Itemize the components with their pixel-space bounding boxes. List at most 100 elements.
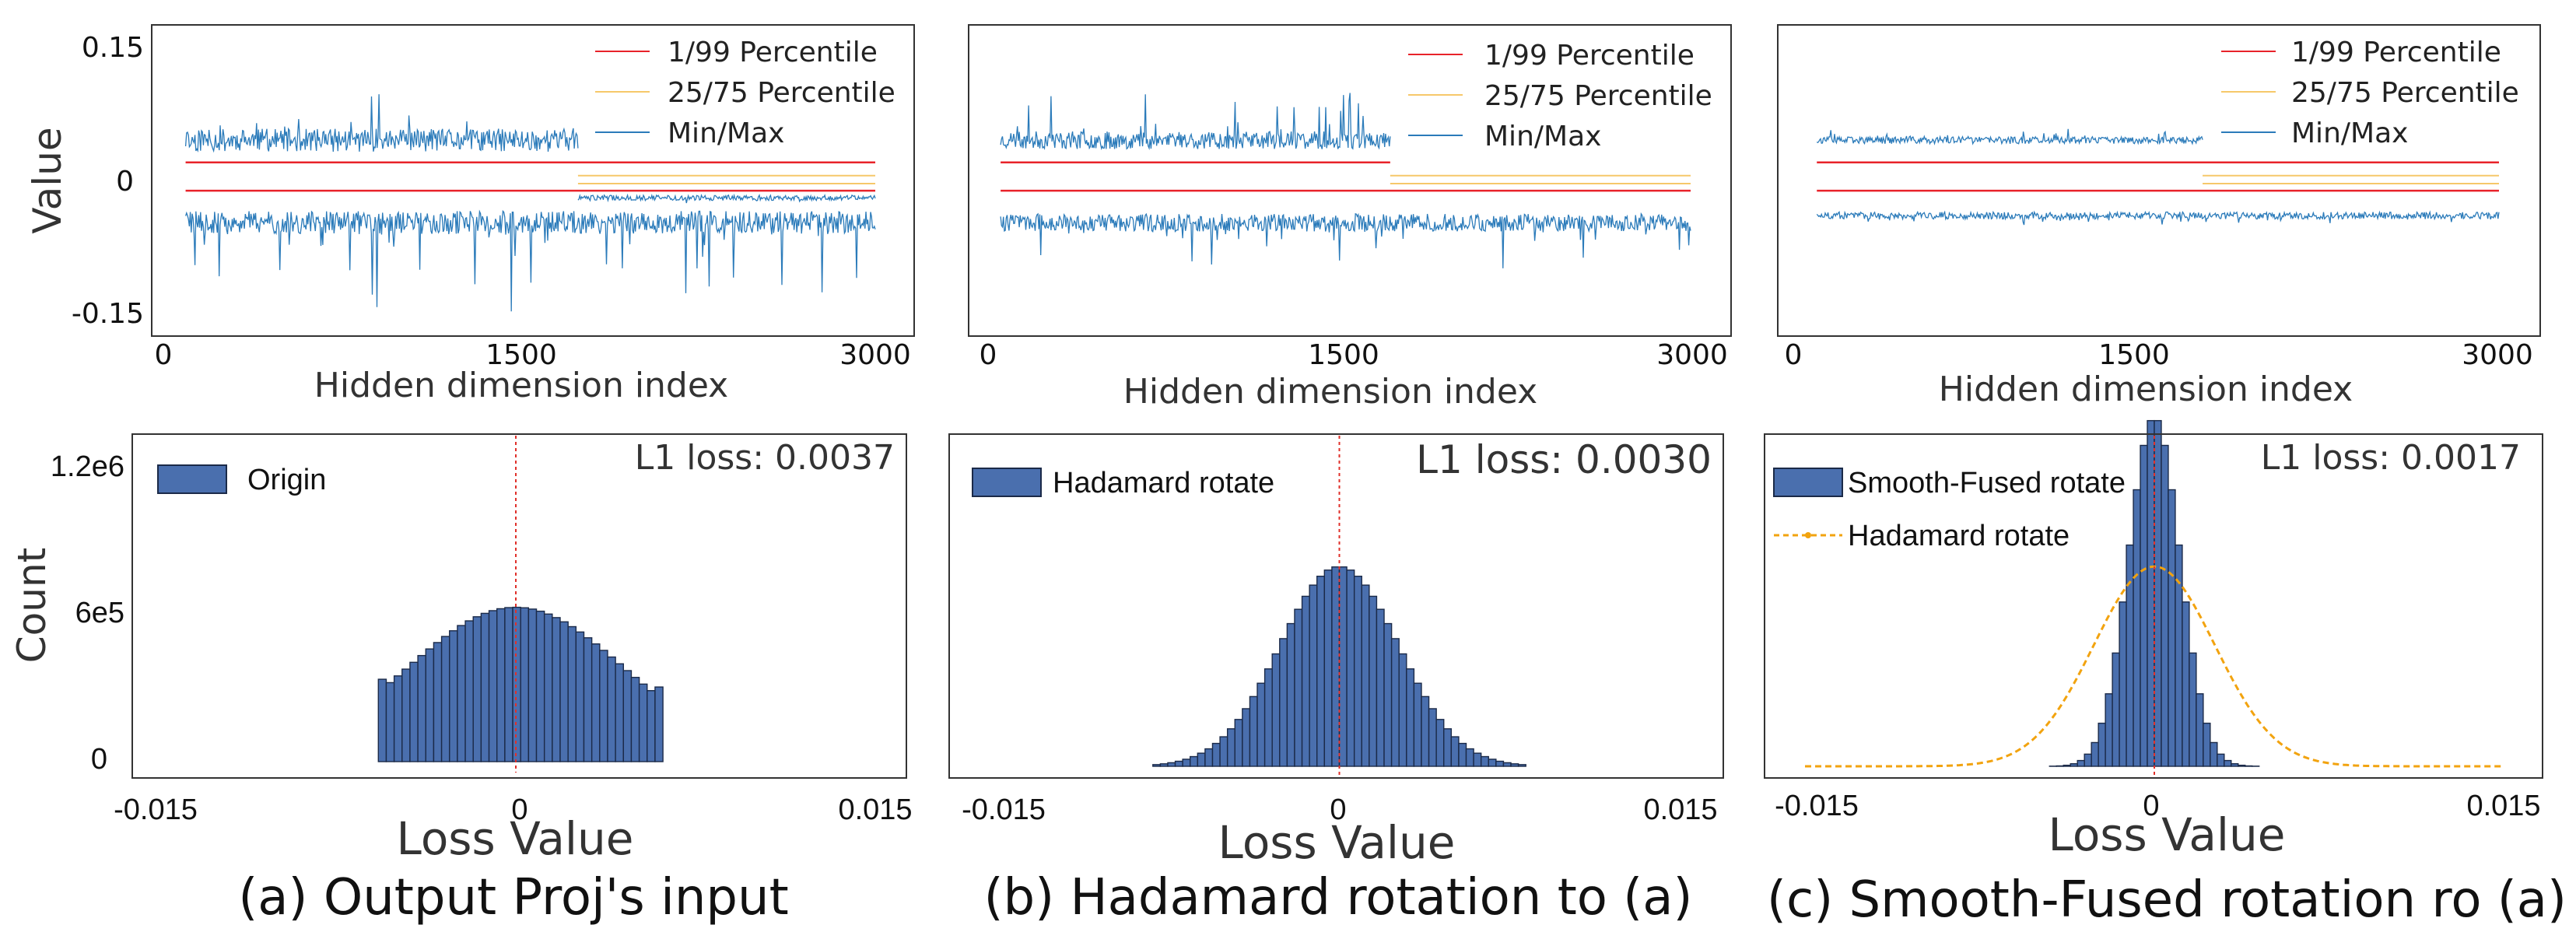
panel-a-top-xtick-2: 3000: [839, 339, 911, 371]
panel-c-bottom-legend: Smooth-Fused rotate Hadamard rotate: [1773, 467, 2126, 552]
legend-swatch-hadamard: [972, 468, 1042, 497]
histogram-bar: [2231, 763, 2239, 767]
panel-b-top: 0 1500 3000 Hidden dimension index 1/99 …: [968, 24, 1732, 412]
legend-swatch-origin: [157, 464, 227, 494]
histogram-bar: [559, 621, 569, 762]
histogram-bar: [488, 610, 498, 762]
panel-a-top-xtick-1: 1500: [485, 339, 557, 371]
histogram-bar: [1346, 569, 1355, 767]
histogram-bar: [1152, 764, 1162, 767]
panel-b-bottom-data: [1152, 436, 1526, 777]
series-max-1: [577, 193, 876, 204]
panel-a-top-ytick-2: -0.15: [72, 298, 144, 330]
panel-b-top-data: [1000, 93, 1691, 268]
panel-c-top-xtick-2: 3000: [2462, 339, 2533, 371]
legend-swatch-smooth-fused: [1773, 468, 1843, 497]
histogram-bar: [1219, 736, 1228, 767]
histogram-bar: [1413, 682, 1422, 767]
panel-c-bottom-l1-loss: L1 loss: 0.0017: [2261, 438, 2521, 478]
histogram-bar: [512, 606, 521, 762]
histogram-bar: [1510, 763, 1519, 767]
histogram-bar: [2196, 693, 2204, 767]
histogram-bar: [1390, 638, 1400, 767]
histogram-bar: [1473, 752, 1482, 767]
panel-a-bottom-data: [377, 436, 664, 773]
panel-a-top-xlabel: Hidden dimension index: [314, 366, 728, 405]
histogram-bar: [535, 610, 545, 762]
panel-b-bottom-xtick-1: 0: [1330, 794, 1346, 826]
panel-a-top-ytick-0: 0.15: [82, 32, 144, 64]
panel-b-bottom-xtick-0: -0.015: [962, 794, 1046, 826]
panel-b-top-frame: [968, 24, 1732, 337]
legend-label-origin: Origin: [247, 464, 326, 496]
panel-a-bottom-xtick-0: -0.015: [114, 794, 198, 826]
legend-label-minmax: Min/Max: [2291, 117, 2408, 149]
panel-a-top-ylabel: Value: [25, 127, 70, 233]
histogram-bar: [1271, 653, 1281, 767]
panel-a-top-legend: 1/99 Percentile 25/75 Percentile Min/Max: [595, 37, 895, 149]
series-min-2: [184, 209, 876, 312]
histogram-bar: [622, 670, 633, 762]
legend-label-1-99: 1/99 Percentile: [2291, 37, 2501, 68]
caption-a: (a) Output Proj's input: [238, 869, 788, 927]
histogram-bar: [1159, 763, 1169, 767]
histogram-bar: [2098, 722, 2106, 767]
histogram-bar: [1249, 695, 1258, 767]
histogram-bar: [417, 654, 426, 762]
histogram-bar: [393, 675, 403, 762]
histogram-bar: [1383, 622, 1393, 767]
histogram-bar: [480, 612, 490, 762]
panel-a-bottom-l1-loss: L1 loss: 0.0037: [635, 438, 895, 478]
panel-c-bottom-xtick-2: 0.015: [2466, 790, 2540, 822]
caption-b: (b) Hadamard rotation to (a): [984, 869, 1693, 927]
histogram-bar: [1256, 682, 1266, 767]
histogram-bar: [607, 656, 616, 762]
histogram-bar: [583, 637, 593, 762]
histogram-bar: [1338, 566, 1348, 767]
legend-label-minmax: Min/Max: [668, 117, 784, 149]
histogram-bar: [1331, 566, 1341, 767]
histogram-bar: [1488, 759, 1497, 767]
histogram-bar: [457, 625, 466, 762]
panel-a-bottom-ytick-1: 6e5: [75, 597, 124, 629]
histogram-bar: [1369, 595, 1378, 767]
histogram-bar: [575, 631, 585, 762]
histogram-bar: [1495, 760, 1505, 767]
histogram-bar: [425, 648, 435, 762]
histogram-bar: [1316, 576, 1326, 767]
histogram-bar: [385, 681, 395, 762]
histogram-bar: [377, 678, 387, 762]
histogram-bar: [2147, 419, 2155, 767]
histogram-bar: [2161, 444, 2169, 767]
panel-b-top-xtick-2: 3000: [1656, 339, 1728, 371]
panel-b-bottom-frame: [948, 433, 1724, 779]
panel-c-top: 0 1500 3000 Hidden dimension index 1/99 …: [1777, 24, 2541, 409]
histogram-bar: [2077, 759, 2085, 767]
histogram-bar: [433, 642, 443, 762]
histogram-bar: [1190, 755, 1199, 767]
histogram-bar: [2154, 419, 2162, 767]
panel-a-bottom-ytick-2: 0: [91, 743, 107, 776]
panel-c-top-frame: [1777, 24, 2541, 337]
histogram-bar: [2175, 544, 2183, 767]
legend-label-25-75: 25/75 Percentile: [2291, 77, 2519, 109]
histogram-bar: [1428, 708, 1437, 767]
histogram-bar: [2224, 759, 2232, 767]
histogram-bar: [520, 607, 530, 762]
panel-a-bottom: 1.2e6 6e5 0 Count -0.015 0 0.015 Loss Va…: [9, 433, 913, 865]
histogram-bar: [567, 625, 577, 762]
histogram-bar: [2210, 741, 2218, 767]
panel-b-top-legend: 1/99 Percentile 25/75 Percentile Min/Max: [1408, 40, 1712, 152]
histogram-bar: [527, 608, 538, 762]
histogram-bar: [2203, 722, 2211, 767]
histogram-bar: [2126, 544, 2134, 767]
histogram-bar: [2091, 741, 2099, 767]
histogram-bar: [2070, 763, 2078, 767]
histogram-bar: [543, 613, 553, 762]
panel-b-bottom-xlabel: Loss Value: [1218, 816, 1456, 869]
histogram-bar: [2133, 489, 2141, 767]
panel-b-top-xtick-0: 0: [980, 339, 997, 371]
histogram-bar: [1182, 759, 1191, 767]
histogram-bar: [1174, 760, 1183, 767]
panel-c-bottom-data: [1805, 419, 2504, 777]
